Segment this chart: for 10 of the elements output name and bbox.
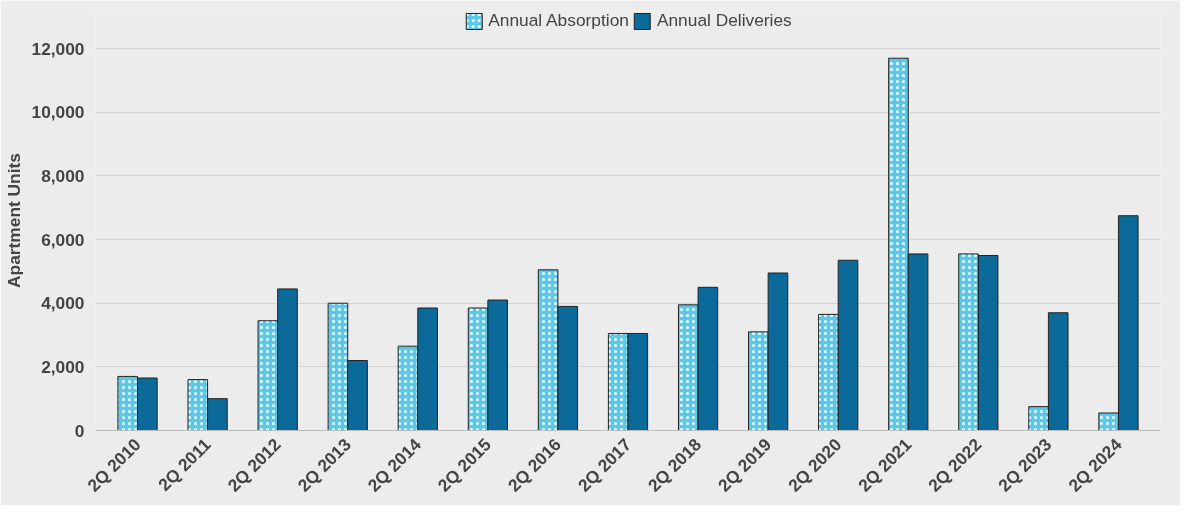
y-tick-label: 10,000 xyxy=(31,102,85,123)
legend-label: Annual Absorption xyxy=(488,10,629,31)
y-tick-label: 2,000 xyxy=(41,356,85,377)
y-tick-label: 6,000 xyxy=(41,229,85,250)
legend-label: Annual Deliveries xyxy=(656,10,792,31)
y-axis-title: Apartment Units xyxy=(3,153,24,288)
y-tick-label: 8,000 xyxy=(41,165,85,186)
y-tick-label: 0 xyxy=(74,420,85,441)
y-tick-label: 4,000 xyxy=(41,293,85,314)
y-tick-label: 12,000 xyxy=(31,38,85,59)
